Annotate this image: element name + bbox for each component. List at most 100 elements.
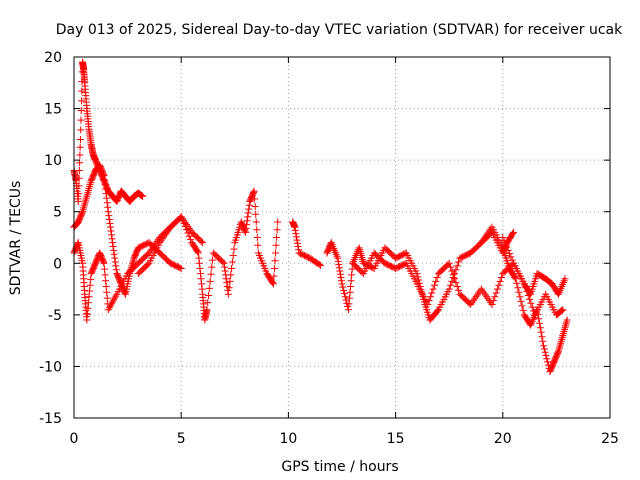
series-5 <box>323 228 518 324</box>
data-point <box>335 264 343 272</box>
series-3 <box>134 187 282 324</box>
data-point <box>561 275 569 283</box>
data-point <box>519 306 527 314</box>
data-point <box>433 273 441 281</box>
data-point <box>101 176 109 184</box>
y-tick-label: 0 <box>53 256 62 272</box>
data-point <box>222 275 230 283</box>
data-point <box>199 239 207 247</box>
data-point <box>315 260 323 268</box>
data-point <box>103 199 111 207</box>
data-point <box>177 264 185 272</box>
data-point <box>102 282 110 290</box>
data-point <box>292 230 300 238</box>
chart-title: Day 013 of 2025, Sidereal Day-to-day VTE… <box>56 22 623 38</box>
data-point <box>334 257 342 265</box>
data-point <box>99 258 107 266</box>
data-point <box>449 271 457 279</box>
data-point <box>252 210 260 218</box>
data-point <box>197 275 205 283</box>
data-point <box>514 284 522 292</box>
tick-layer: 0 5 10 15 20 25 -15 -10 -5 0 5 10 15 20 <box>39 50 619 447</box>
data-point <box>183 226 191 234</box>
data-point <box>429 285 437 293</box>
data-point <box>340 290 348 298</box>
series-7 <box>477 223 571 376</box>
data-point <box>338 280 346 288</box>
y-tick-label: -10 <box>39 359 62 375</box>
x-axis-label: GPS time / hours <box>281 459 398 475</box>
data-point <box>220 259 228 267</box>
y-axis-label: SDTVAR / TECUs <box>8 181 24 296</box>
data-point <box>291 223 299 231</box>
data-point <box>270 264 278 272</box>
series-4 <box>289 218 325 269</box>
data-point <box>100 172 108 180</box>
data-point <box>526 289 534 297</box>
data-point <box>78 209 86 217</box>
y-tick-label: 15 <box>44 102 62 118</box>
data-point <box>102 185 110 193</box>
data-point <box>453 262 461 270</box>
data-point <box>208 263 216 271</box>
x-tick-label: 25 <box>601 431 619 447</box>
data-point <box>221 267 229 275</box>
data-point <box>242 228 250 236</box>
data-point <box>253 234 261 241</box>
data-point <box>538 333 546 341</box>
data-point <box>348 271 356 279</box>
data-point <box>274 218 282 226</box>
data-point <box>251 203 259 211</box>
data-point <box>86 287 94 295</box>
data-point <box>252 218 260 226</box>
data-point <box>536 319 544 327</box>
data-point <box>537 328 545 336</box>
data-point <box>447 263 455 271</box>
data-point <box>491 293 499 301</box>
data-point <box>269 279 277 287</box>
data-point <box>112 266 120 274</box>
data-point <box>205 292 213 300</box>
data-point <box>76 136 84 144</box>
data-point <box>187 235 195 243</box>
plot-frame <box>73 56 611 419</box>
data-point <box>103 194 111 202</box>
data-point <box>74 240 82 248</box>
data-point <box>244 213 252 221</box>
data-point <box>430 281 438 289</box>
data-point <box>540 342 548 350</box>
data-point <box>185 232 193 240</box>
data-point <box>203 306 211 314</box>
data-point <box>87 275 95 283</box>
data-point <box>493 285 501 293</box>
data-point <box>504 246 512 254</box>
data-point <box>101 271 109 279</box>
data-point <box>112 262 120 270</box>
data-point <box>527 299 535 307</box>
data-point <box>109 239 117 247</box>
data-point <box>334 254 342 262</box>
data-point <box>541 348 549 356</box>
data-point <box>77 107 85 115</box>
data-point <box>452 266 460 274</box>
data-point <box>533 306 541 314</box>
data-point <box>198 280 206 288</box>
data-point <box>557 307 565 315</box>
data-point <box>77 116 85 124</box>
data-point <box>500 237 508 245</box>
data-point <box>513 279 521 287</box>
data-point <box>346 294 354 302</box>
data-point <box>499 234 507 241</box>
data-point <box>509 230 517 238</box>
data-point <box>74 197 82 205</box>
data-point <box>511 273 519 281</box>
data-point <box>223 279 231 287</box>
data-point <box>488 301 496 309</box>
data-point <box>250 187 258 195</box>
data-point <box>100 259 108 267</box>
y-tick-label: 20 <box>44 50 62 66</box>
data-point <box>543 355 551 363</box>
data-point <box>540 345 548 353</box>
data-point <box>86 281 94 289</box>
